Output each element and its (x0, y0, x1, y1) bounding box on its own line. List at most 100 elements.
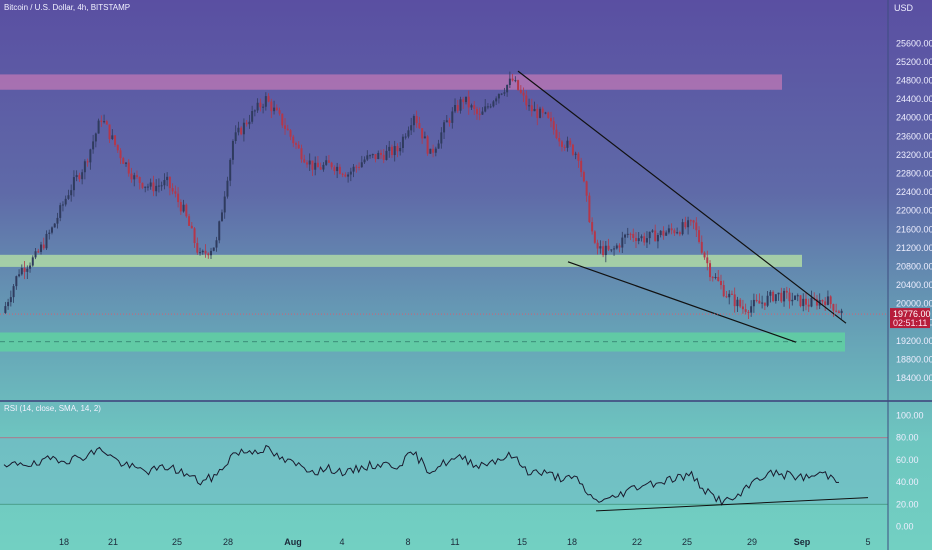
candle (596, 239, 599, 255)
candle (311, 160, 314, 176)
candle (536, 104, 539, 126)
candle (166, 172, 169, 187)
candle-body (130, 173, 133, 180)
candle (443, 120, 446, 139)
candle-body (50, 227, 53, 233)
candle-body (377, 152, 380, 160)
candle-body (37, 251, 40, 253)
candle-body (119, 150, 122, 159)
candle (355, 164, 358, 173)
candle-body (42, 244, 45, 249)
candle (539, 106, 542, 119)
candle-body (467, 96, 470, 108)
rsi-trendline[interactable] (595, 497, 869, 512)
candle (571, 143, 574, 157)
candle-body (604, 245, 607, 256)
candle-body (94, 133, 97, 142)
candle-body (363, 159, 366, 163)
candle (125, 162, 128, 167)
candle-body (692, 220, 695, 223)
candle (218, 220, 221, 244)
price-axis[interactable]: 25600.00 25200.00 24800.00 24400.00 24000.00… (896, 38, 932, 383)
candle-body (116, 144, 119, 151)
candle (163, 173, 166, 190)
candle-body (12, 286, 15, 298)
candle (207, 252, 210, 259)
candle-body (168, 176, 171, 189)
candle-body (412, 116, 415, 126)
candle (665, 230, 668, 237)
time-tick-label: 15 (517, 537, 527, 547)
candle-body (248, 121, 251, 125)
time-axis[interactable]: 18 21 25 28 Aug 4 8 11 15 18 22 25 29 Sep 5 (59, 537, 871, 547)
candle-body (423, 136, 426, 139)
candle (347, 172, 350, 183)
candle (70, 184, 73, 202)
candle-body (226, 180, 229, 197)
candle-body (72, 177, 75, 191)
candle (678, 230, 681, 237)
candle (544, 111, 547, 115)
candle (698, 226, 701, 244)
candle (506, 84, 509, 97)
candle-body (97, 120, 100, 134)
candle-body (245, 122, 248, 125)
candle-body (18, 274, 21, 277)
candle-body (86, 161, 89, 163)
candle-body (519, 89, 522, 93)
price-tick-label: 22400.00 (896, 187, 932, 197)
candle-body (218, 221, 221, 241)
price-tick-label: 18400.00 (896, 373, 932, 383)
candle (484, 99, 487, 113)
price-tick-label: 22800.00 (896, 168, 932, 178)
candle-body (596, 242, 599, 249)
candle (78, 172, 81, 182)
candle (810, 290, 813, 308)
trendline-descending-resistance[interactable] (517, 70, 847, 324)
candle (42, 237, 45, 251)
candle-body (673, 230, 676, 234)
candle (34, 247, 37, 260)
candle-body (267, 96, 270, 102)
candle-body (670, 228, 673, 231)
candle-body (711, 277, 714, 279)
currency-label: USD (894, 3, 914, 13)
candle (530, 98, 533, 117)
candle (215, 236, 218, 252)
candle-body (360, 162, 363, 168)
candle (300, 144, 303, 163)
candle (785, 286, 788, 299)
candle-body (448, 120, 451, 123)
candle-body (59, 205, 62, 218)
candle-body (656, 235, 659, 242)
candle (651, 229, 654, 233)
candle (464, 96, 467, 105)
zones-layer (0, 74, 845, 352)
candle-body (473, 105, 476, 109)
candle-body (552, 121, 555, 130)
candle (295, 141, 298, 150)
candle-body (421, 128, 424, 139)
candle-body (785, 290, 788, 293)
candle-body (231, 140, 234, 160)
candle-body (105, 121, 108, 125)
time-tick-label: Sep (794, 537, 811, 547)
trendline-descending-support[interactable] (567, 261, 797, 343)
candle (231, 139, 234, 165)
candle (160, 181, 163, 191)
candle-body (495, 98, 498, 102)
candle-body (719, 280, 722, 286)
candle-body (769, 291, 772, 296)
candle (182, 199, 185, 213)
candle-body (242, 122, 245, 135)
candle (56, 212, 59, 229)
candle-body (802, 298, 805, 307)
candle-body (582, 172, 585, 182)
rsi-axis[interactable]: 100.00 80.00 60.00 40.00 20.00 0.00 (896, 411, 924, 532)
candle (316, 156, 319, 168)
candle-body (517, 80, 520, 90)
candle-body (780, 292, 783, 302)
candle (555, 124, 558, 140)
time-tick-label: 4 (339, 537, 344, 547)
